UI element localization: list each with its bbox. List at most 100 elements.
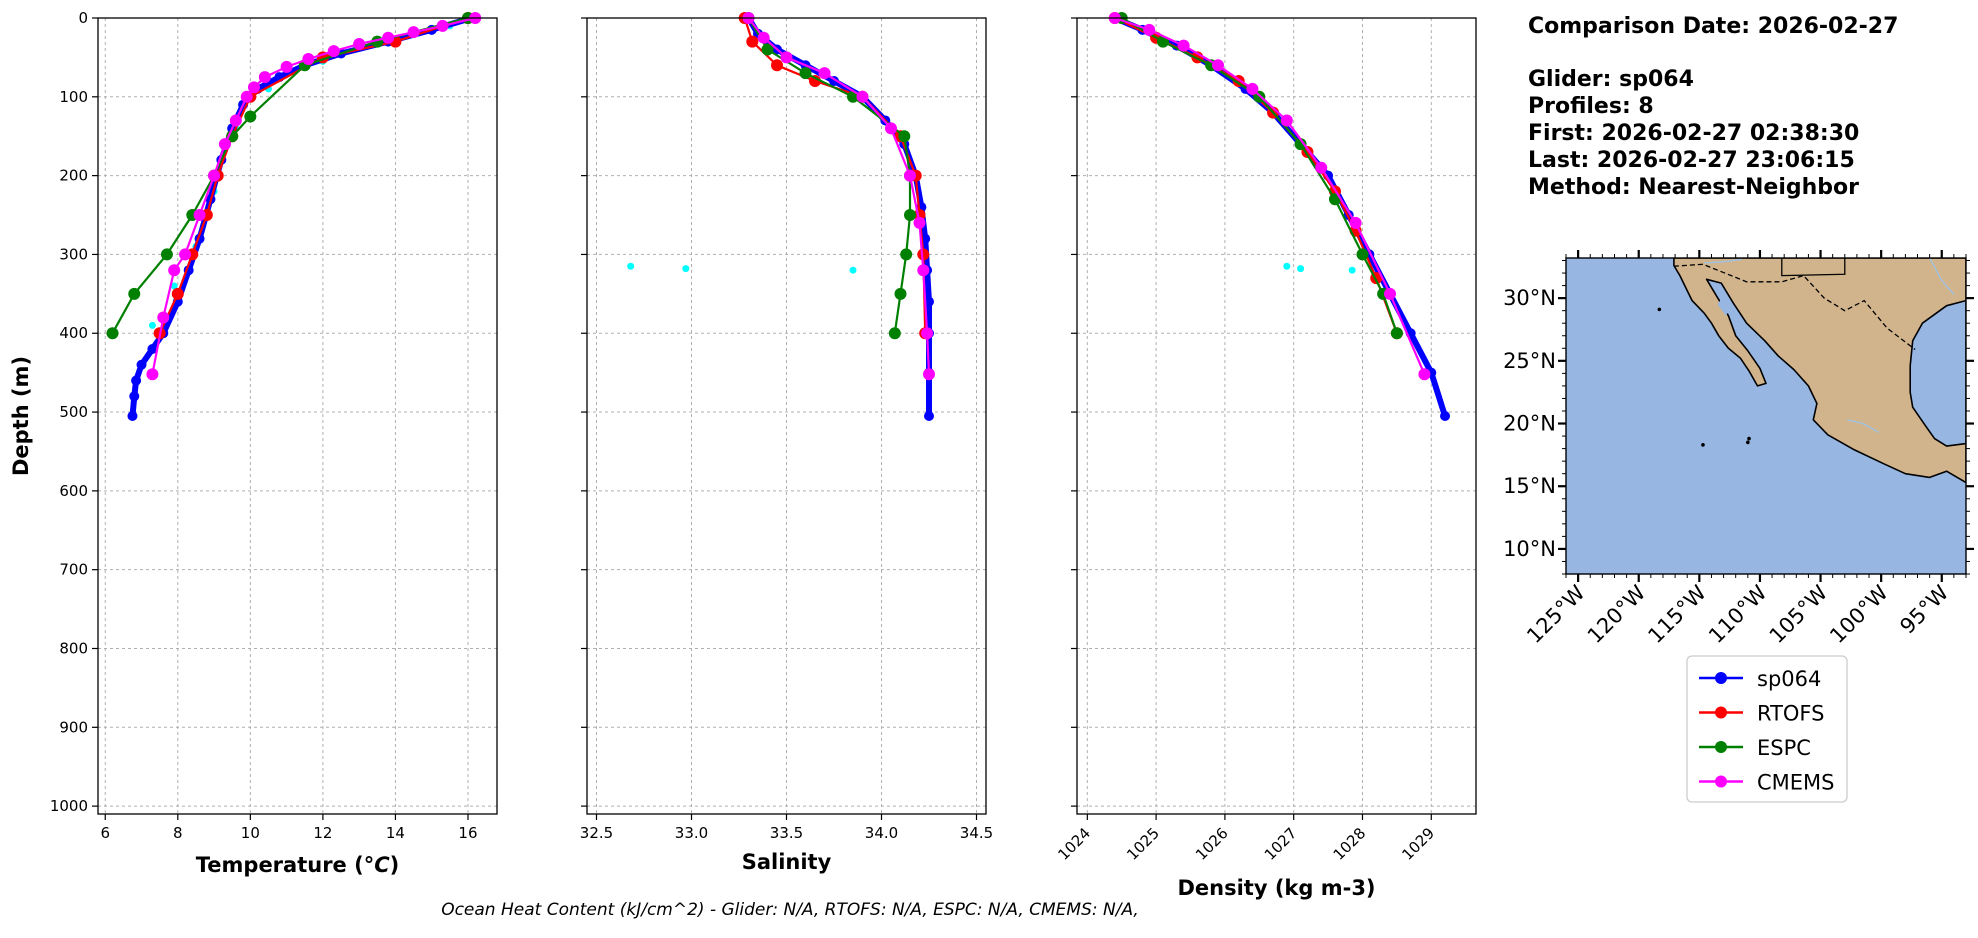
data-point-CMEMS — [327, 45, 340, 58]
data-point-CMEMS — [302, 52, 315, 65]
map-lon-label: 125°W — [1522, 580, 1590, 648]
data-point-CMEMS — [157, 311, 170, 324]
first-time-text: First: 2026-02-27 02:38:30 — [1528, 121, 1860, 146]
data-point-CMEMS — [436, 19, 449, 32]
axes-frame — [1076, 17, 1477, 815]
data-point-CMEMS — [179, 248, 192, 261]
river — [1704, 258, 1742, 264]
state-border — [1781, 258, 1846, 277]
data-point-CMEMS — [856, 90, 869, 103]
x-tick-label: 14 — [386, 824, 405, 842]
x-axis-unit: °C — [364, 853, 391, 877]
map-lon-label: 105°W — [1765, 580, 1833, 648]
legend-label-CMEMS: CMEMS — [1757, 771, 1835, 795]
data-point-ESPC — [244, 110, 257, 123]
x-tick-label: 1028 — [1330, 824, 1370, 864]
data-point-CMEMS — [1315, 161, 1328, 174]
data-point-sp064 — [924, 411, 934, 421]
data-point-CMEMS — [240, 90, 253, 103]
y-tick-label: 500 — [59, 403, 88, 421]
data-point-RTOFS — [746, 35, 759, 48]
axes-frame — [97, 17, 498, 815]
data-point-glider_raw — [682, 265, 690, 273]
axes-frame — [586, 17, 987, 815]
data-point-CMEMS — [382, 31, 395, 44]
location-map: 30°N 25°N 20°N 15°N 10°N 125°W120°W115°W110°W… — [1503, 250, 1974, 803]
river — [1929, 258, 1955, 295]
x-tick-label: 34.5 — [960, 824, 993, 842]
map-lon-label: 115°W — [1643, 580, 1711, 648]
data-point-ESPC — [898, 130, 911, 143]
map-lon-label: 120°W — [1583, 580, 1651, 648]
y-tick-label: 300 — [59, 245, 88, 263]
data-point-CMEMS — [1246, 82, 1259, 95]
data-point-sp064 — [136, 359, 147, 370]
series-glider_raw — [1283, 262, 1356, 274]
y-tick-label: 1000 — [50, 797, 88, 815]
map-lat-label: 25°N — [1503, 349, 1556, 373]
density-panel: 1024 1025 1026 1027 1028 1029 Density (kg m-3) — [1054, 12, 1477, 900]
data-point-CMEMS — [353, 38, 366, 51]
series-CMEMS — [1108, 12, 1431, 381]
data-point-CMEMS — [208, 169, 221, 182]
gulf-of-mexico — [1909, 299, 1966, 447]
island — [1747, 436, 1751, 441]
data-point-CMEMS — [168, 264, 181, 277]
island — [1746, 440, 1750, 445]
plot-area — [1077, 18, 1476, 814]
data-point-ESPC — [1356, 248, 1369, 261]
data-point-glider_raw — [849, 266, 857, 274]
map-frame — [1565, 257, 1967, 575]
data-point-CMEMS — [247, 81, 260, 94]
x-tick-label: 8 — [173, 824, 183, 842]
data-point-ESPC — [799, 67, 812, 80]
data-point-CMEMS — [1384, 287, 1397, 300]
data-point-ESPC — [1294, 138, 1307, 151]
comparison-date-text: Comparison Date: 2026-02-27 — [1528, 14, 1899, 39]
legend-label-RTOFS: RTOFS — [1757, 702, 1824, 726]
data-point-CMEMS — [904, 169, 916, 182]
x-tick-label: 1029 — [1398, 824, 1438, 864]
data-point-CMEMS — [923, 368, 935, 381]
data-point-sp064 — [129, 391, 140, 402]
x-tick-label: 32.5 — [580, 824, 613, 842]
y-tick-label: 400 — [59, 324, 88, 342]
x-tick-label: 16 — [458, 824, 477, 842]
x-tick-label: 1024 — [1054, 824, 1094, 864]
data-point-ESPC — [894, 287, 907, 300]
data-point-RTOFS — [771, 59, 783, 72]
data-point-CMEMS — [1143, 23, 1156, 36]
map-lon-label: 95°W — [1895, 580, 1953, 638]
legend: sp064 RTOFS ESPC CMEMS — [1686, 655, 1848, 803]
y-tick-label: 200 — [59, 167, 88, 185]
data-point-CMEMS — [885, 122, 897, 135]
plot-area — [98, 18, 497, 814]
profiles-text: Profiles: 8 — [1528, 94, 1654, 119]
series-CMEMS — [742, 12, 935, 381]
legend-label-ESPC: ESPC — [1757, 736, 1811, 760]
x-tick-label: 1027 — [1261, 824, 1301, 864]
data-point-glider_raw — [1348, 266, 1356, 274]
series-CMEMS — [146, 12, 482, 381]
river — [1847, 419, 1880, 433]
data-point-glider_raw — [170, 282, 178, 290]
series-glider_raw — [627, 262, 857, 274]
y-tick-label: 700 — [59, 561, 88, 579]
data-point-glider_raw — [627, 262, 635, 270]
data-point-CMEMS — [757, 31, 770, 44]
x-axis-label: Density (kg m-3) — [1177, 876, 1375, 900]
map-lat-label: 20°N — [1503, 412, 1556, 436]
data-point-ESPC — [160, 248, 173, 261]
glider-text: Glider: sp064 — [1528, 67, 1694, 92]
legend-marker-ESPC — [1715, 741, 1727, 753]
data-point-ESPC — [106, 327, 119, 340]
data-point-CMEMS — [921, 327, 934, 340]
x-tick-label: 1026 — [1192, 824, 1232, 864]
lake — [1717, 295, 1731, 316]
x-tick-label: 33.5 — [770, 824, 803, 842]
y-tick-label: 0 — [78, 9, 88, 27]
map-lat-label: 10°N — [1503, 537, 1556, 561]
line-ESPC — [111, 16, 470, 335]
